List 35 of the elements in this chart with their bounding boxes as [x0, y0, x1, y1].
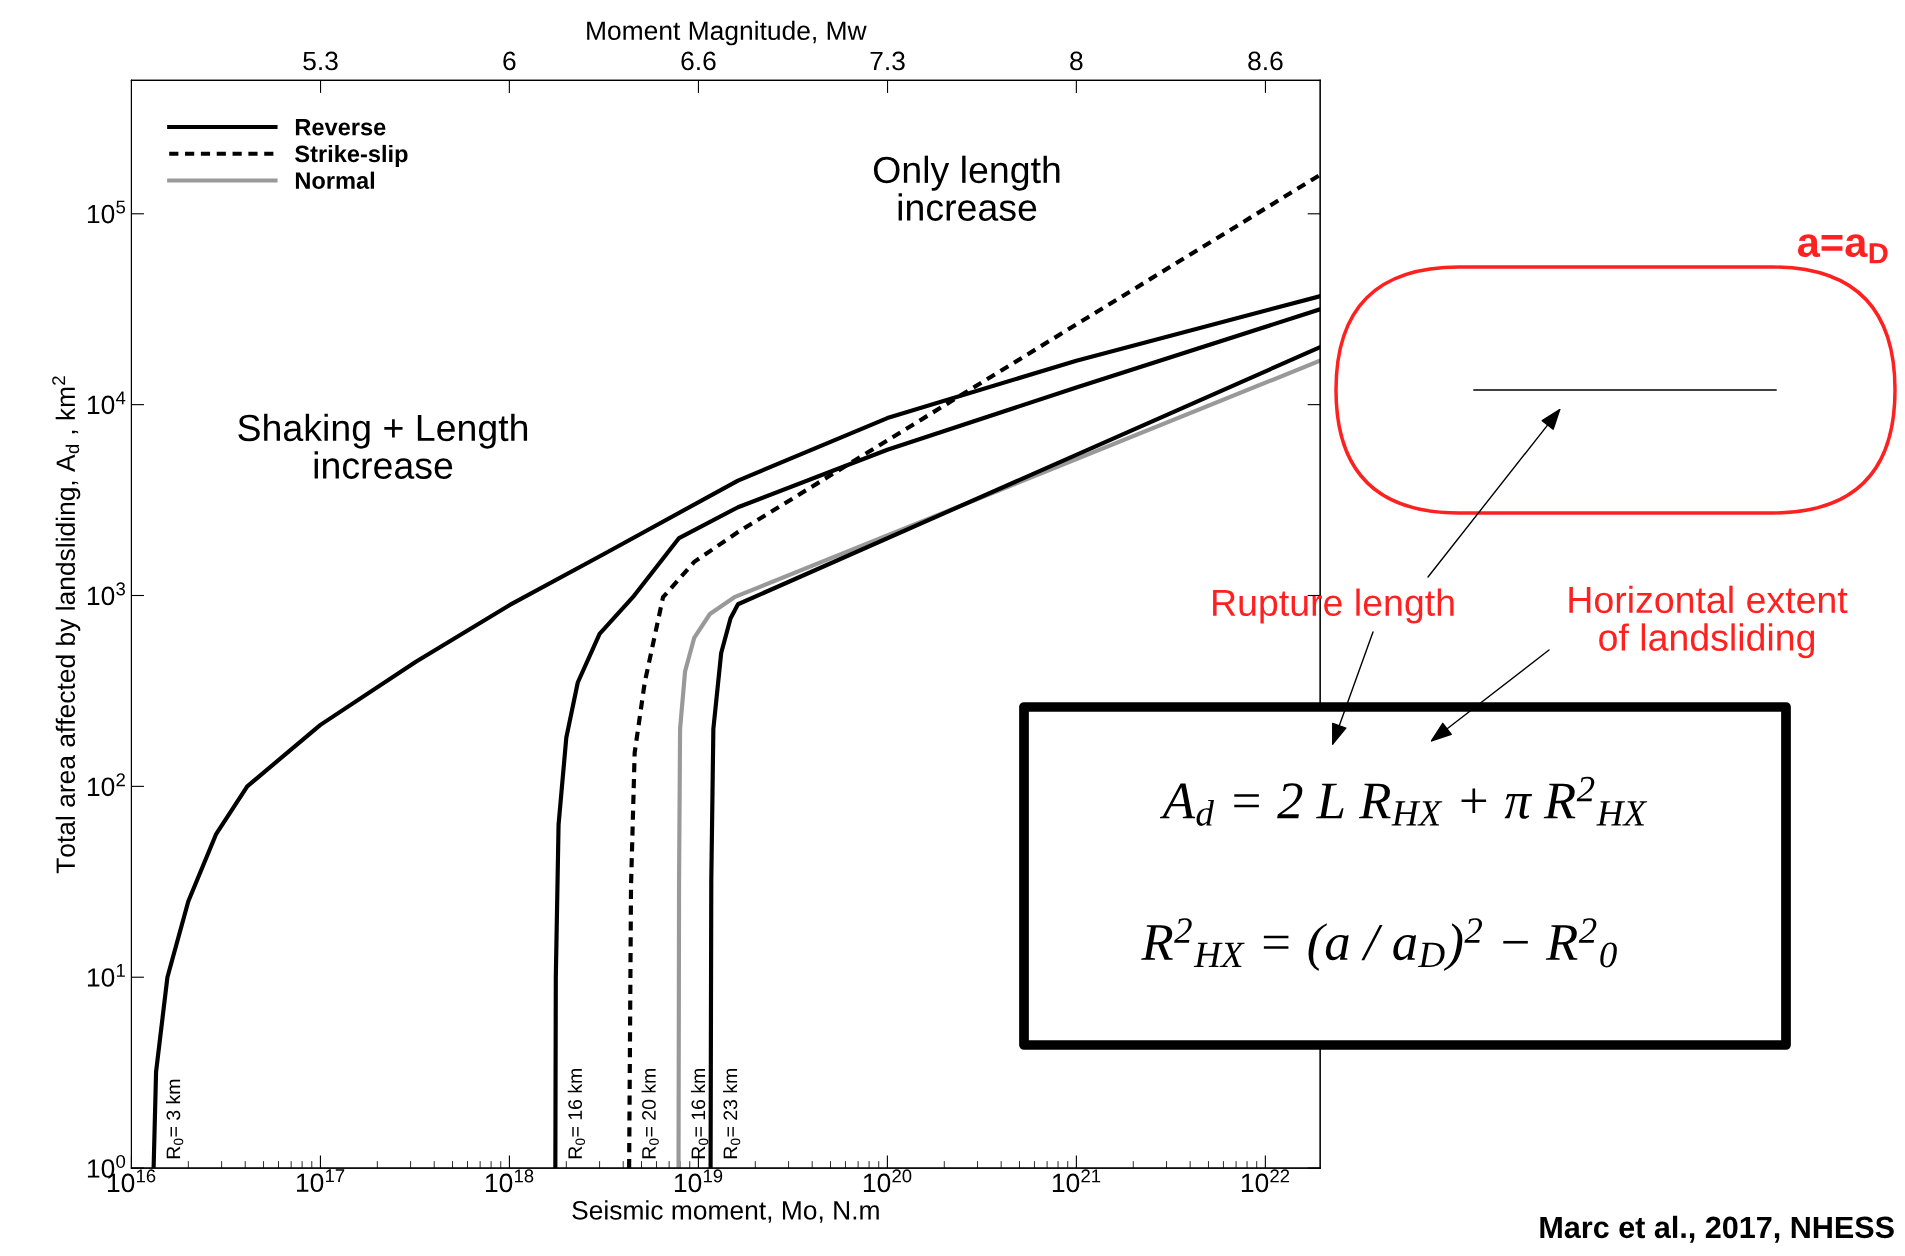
x-tick-label: 10$^{20}$	[863, 1169, 912, 1193]
y-tick-label: 10$^{5}$	[87, 200, 126, 224]
annotation: Shaking + Length increase	[238, 413, 528, 479]
text: R$^{2}$$_{HX}$ = (a / a$_{D}$)$^{2}$ − R$^{2}$$_{0}$	[1141, 918, 1617, 972]
x-tick-label: 10$^{19}$	[674, 1169, 723, 1193]
annotation: R$_{0}$= 20 km	[641, 1069, 659, 1159]
legend-label: Normal	[295, 171, 375, 189]
annotation: A$_{d}$ = 2 L R$_{HX}$ + π R$^{2}$$_{HX}$	[1159, 776, 1648, 826]
annotation: Only length increase	[873, 155, 1060, 221]
x-tick-label: 10$^{22}$	[1241, 1169, 1290, 1193]
x-tick-label: 10$^{17}$	[296, 1169, 345, 1193]
y-tick-label: 10$^{1}$	[87, 964, 125, 987]
x-tick-label: 10$^{21}$	[1052, 1169, 1101, 1193]
y-axis-title: Total area affected by landsliding, A$_{d}$ , km$^{2}$	[52, 376, 81, 874]
text: a=a$_{D}$	[1797, 234, 1888, 264]
x2-tick-label: 7.3	[870, 51, 905, 71]
x2-axis-title: Moment Magnitude, Mw	[587, 20, 867, 46]
x-tick-label: 10$^{18}$	[485, 1169, 534, 1193]
x2-tick-label: 8.6	[1248, 51, 1283, 71]
text: Horizontal extent of landsliding	[1569, 585, 1848, 659]
y-tick-label: 10$^{4}$	[87, 391, 126, 415]
annotation: R$_{0}$= 16 km	[567, 1069, 586, 1159]
legend-label: Reverse	[295, 119, 386, 136]
x-axis-title: Seismic moment, Mo, N.m	[572, 1200, 879, 1223]
annotation: R$_{0}$= 3 km	[166, 1079, 184, 1159]
x2-tick-label: 6.6	[681, 51, 716, 71]
y-tick-label: 10$^{3}$	[87, 582, 125, 606]
y-tick-label: 10$^{2}$	[87, 773, 125, 797]
legend-label: Strike-slip	[295, 144, 408, 167]
text: Marc et al., 2017, NHESS	[1540, 1215, 1894, 1243]
x2-tick-label: 5.3	[303, 51, 338, 71]
annotation: R$_{0}$= 23 km	[722, 1069, 741, 1159]
x2-tick-label: 6	[503, 51, 516, 71]
x2-tick-label: 8	[1070, 51, 1083, 71]
annotation: R$_{0}$= 16 km	[690, 1069, 709, 1159]
